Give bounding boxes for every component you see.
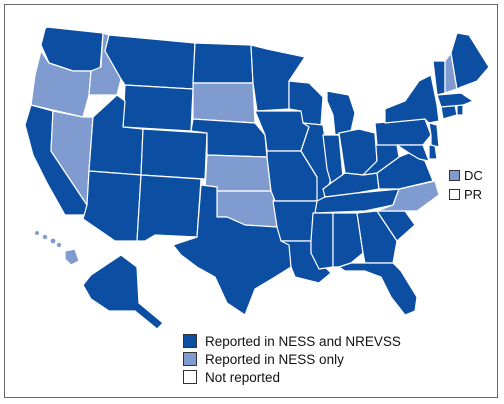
state-WY: [122, 84, 194, 132]
state-NM: [136, 174, 202, 242]
state-SD: [192, 82, 256, 124]
dc-label: DC: [464, 168, 483, 183]
state-CO: [140, 128, 208, 180]
state-HI: [64, 248, 80, 266]
legend-row-not-reported: Not reported: [183, 368, 401, 386]
legend-swatch-ness-and-nrevss: [183, 334, 197, 348]
pr-label: PR: [464, 187, 483, 202]
state-KS: [204, 154, 272, 192]
state-TX: [172, 184, 292, 316]
legend-row-ness-only: Reported in NESS only: [183, 350, 401, 368]
legend-swatch-not-reported: [183, 370, 197, 384]
legend-label-ness-only: Reported in NESS only: [205, 351, 344, 367]
map-frame: DC PR Reported in NESS and NREVSS Report…: [4, 4, 498, 398]
dc-legend: DC: [449, 168, 483, 183]
state-NC: [376, 180, 440, 212]
state-MA: [436, 92, 474, 108]
us-states-map: [24, 26, 490, 330]
hawaii-island-2: [42, 234, 48, 240]
state-PA: [374, 118, 432, 146]
hawaii-island-3: [50, 238, 56, 244]
state-AR: [272, 200, 318, 242]
state-DE: [428, 144, 438, 160]
hawaii-island-4: [56, 242, 62, 248]
state-ME: [450, 32, 490, 90]
dc-swatch: [449, 170, 460, 181]
state-AZ: [82, 170, 142, 242]
legend-label-ness-and-nrevss: Reported in NESS and NREVSS: [205, 333, 401, 349]
legend-label-not-reported: Not reported: [205, 369, 281, 385]
state-ND: [192, 42, 254, 84]
pr-legend: PR: [449, 187, 482, 202]
pr-swatch: [449, 189, 460, 200]
hawaii-small-islands: [35, 231, 62, 248]
legend-row-ness-and-nrevss: Reported in NESS and NREVSS: [183, 332, 401, 350]
state-MS: [310, 212, 334, 270]
hawaii-island-1: [35, 231, 39, 235]
state-NJ: [428, 122, 440, 148]
state-RI: [456, 104, 464, 116]
state-VA: [376, 152, 434, 190]
state-VT: [432, 60, 446, 96]
state-NY: [384, 74, 440, 124]
state-FL: [338, 262, 418, 316]
map-legend: Reported in NESS and NREVSS Reported in …: [183, 332, 401, 386]
state-AK: [82, 254, 164, 330]
state-MI: [326, 90, 356, 136]
legend-swatch-ness-only: [183, 352, 197, 366]
state-MD: [396, 144, 430, 162]
